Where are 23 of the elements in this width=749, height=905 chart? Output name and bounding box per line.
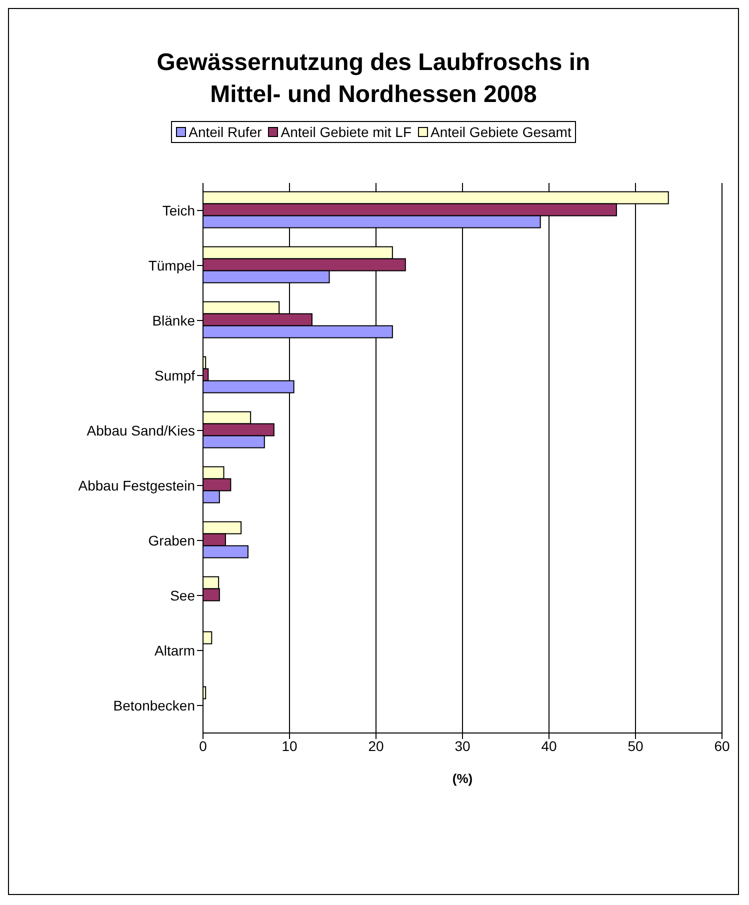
y-tick-label: Tümpel — [148, 257, 195, 274]
bar — [203, 631, 212, 644]
x-tick-label: 60 — [714, 738, 730, 754]
chart-title: Gewässernutzung des Laubfroschs in Mittel- und Nordhessen 2008 — [156, 48, 592, 110]
y-tick-label: Sumpf — [154, 367, 196, 384]
legend-label: Anteil Rufer — [188, 124, 262, 140]
x-tick-label: 30 — [454, 738, 470, 754]
y-tick-label: Graben — [148, 532, 195, 548]
x-axis-title: (%) — [452, 771, 473, 786]
legend-label: Anteil Gebiete Gesamt — [430, 124, 572, 140]
x-tick-label: 0 — [199, 738, 208, 754]
y-tick-label: Abbau Festgestein — [78, 477, 195, 494]
x-tick-label: 40 — [541, 738, 557, 754]
legend-label: Anteil Gebiete mit LF — [280, 124, 412, 140]
y-tick-label: Altarm — [154, 642, 195, 658]
y-tick-label: Betonbecken — [113, 697, 195, 714]
x-tick-label: 50 — [628, 738, 644, 754]
y-tick-label: See — [170, 587, 196, 604]
y-tick-label: Abbau Sand/Kies — [86, 422, 195, 438]
x-tick-label: 20 — [368, 738, 384, 754]
y-tick-label: Teich — [162, 202, 195, 218]
y-tick-label: Blänke — [152, 312, 196, 328]
x-tick-label: 10 — [282, 738, 298, 754]
